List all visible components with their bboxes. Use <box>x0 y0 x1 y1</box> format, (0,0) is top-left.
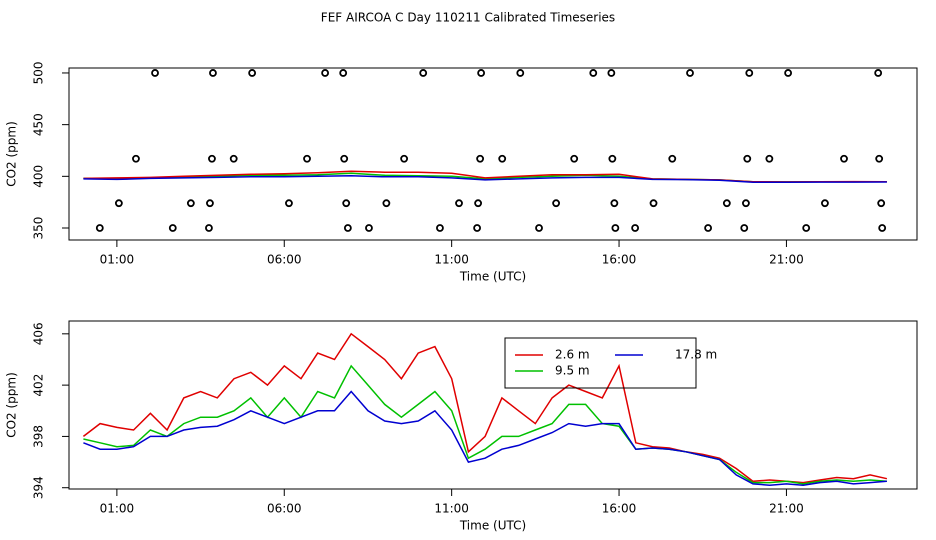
flag-point <box>477 69 486 77</box>
flag-point <box>516 69 525 77</box>
flag-point <box>610 199 619 208</box>
flag-point <box>608 154 617 163</box>
x-tick-label: 06:00 <box>267 253 302 267</box>
flag-point <box>740 224 749 232</box>
series-line <box>83 175 887 183</box>
y-tick-label: 500 <box>32 62 46 85</box>
flag-point <box>570 154 579 163</box>
flag-point <box>704 224 712 232</box>
plot-frame <box>68 320 918 490</box>
flag-point <box>114 199 123 208</box>
y-tick-label: 400 <box>32 165 46 188</box>
flag-point <box>607 69 616 77</box>
flag-point <box>436 224 444 232</box>
flag-point <box>589 69 598 77</box>
flag-point <box>205 224 213 232</box>
flag-point <box>473 224 481 232</box>
flag-point <box>745 69 754 77</box>
series-line <box>82 332 888 484</box>
x-tick-label: 21:00 <box>769 253 804 267</box>
flag-point <box>229 154 238 163</box>
x-tick-label: 21:00 <box>769 502 804 516</box>
y-tick-label: 402 <box>32 374 46 397</box>
x-tick-label: 16:00 <box>602 502 637 516</box>
flag-point <box>303 154 311 163</box>
y-tick-label: 398 <box>32 425 46 448</box>
x-axis-label: Time (UTC) <box>459 270 526 284</box>
flag-point <box>765 154 774 163</box>
flag-point <box>95 224 104 232</box>
x-tick-label: 11:00 <box>434 502 469 516</box>
flag-point <box>821 199 829 208</box>
flag-point <box>151 69 159 77</box>
x-tick-label: 16:00 <box>602 253 637 267</box>
legend-label: 9.5 m <box>555 364 590 378</box>
x-tick-label: 01:00 <box>100 253 135 267</box>
x-tick-label: 01:00 <box>100 502 135 516</box>
flag-point <box>631 224 640 232</box>
y-tick-label: 450 <box>32 113 46 136</box>
flag-point <box>168 224 177 232</box>
y-axis-label: CO2 (ppm) <box>5 372 19 438</box>
flag-point <box>722 199 731 208</box>
flag-point <box>878 224 887 232</box>
flag-point <box>611 224 620 232</box>
y-tick-label: 350 <box>32 217 46 240</box>
x-axis-label: Time (UTC) <box>459 519 526 533</box>
flag-point <box>248 69 257 77</box>
flag-point <box>743 154 752 163</box>
flag-point <box>474 199 483 208</box>
flag-point <box>343 224 352 232</box>
plot-frame <box>68 67 918 241</box>
flag-point <box>382 199 391 208</box>
series-line <box>83 364 887 485</box>
flag-point <box>498 154 507 163</box>
page-title: FEF AIRCOA C Day 110211 Calibrated Times… <box>321 11 615 25</box>
flag-point <box>208 154 216 163</box>
flag-point <box>535 224 543 232</box>
flag-point <box>802 224 811 232</box>
legend-label: 2.6 m <box>555 348 590 362</box>
flag-point <box>132 154 140 163</box>
legend-box <box>504 337 697 389</box>
legend-label: 17.8 m <box>675 348 717 362</box>
flag-point <box>874 69 883 77</box>
flag-point <box>339 69 348 77</box>
flag-point <box>742 199 750 208</box>
x-tick-label: 06:00 <box>267 502 302 516</box>
flag-point <box>686 69 694 77</box>
flag-point <box>186 199 195 208</box>
flag-point <box>419 69 428 77</box>
flag-point <box>365 224 373 232</box>
flag-point <box>476 154 485 163</box>
flag-point <box>206 199 214 208</box>
y-tick-label: 406 <box>32 322 46 345</box>
flag-point <box>285 199 293 208</box>
flag-point <box>321 69 330 77</box>
flag-point <box>455 199 463 208</box>
flag-point <box>209 69 217 77</box>
flag-point <box>552 199 561 208</box>
flag-point <box>400 154 409 163</box>
y-axis-label: CO2 (ppm) <box>5 121 19 187</box>
flag-point <box>784 69 793 77</box>
flag-point <box>342 199 351 208</box>
flag-point <box>340 154 349 163</box>
x-tick-label: 11:00 <box>434 253 469 267</box>
flag-point <box>668 154 677 163</box>
series-line <box>83 390 887 486</box>
flag-point <box>840 154 848 163</box>
flag-point <box>649 199 658 208</box>
flag-point <box>877 199 886 208</box>
flag-point <box>875 154 884 163</box>
y-tick-label: 394 <box>32 476 46 499</box>
